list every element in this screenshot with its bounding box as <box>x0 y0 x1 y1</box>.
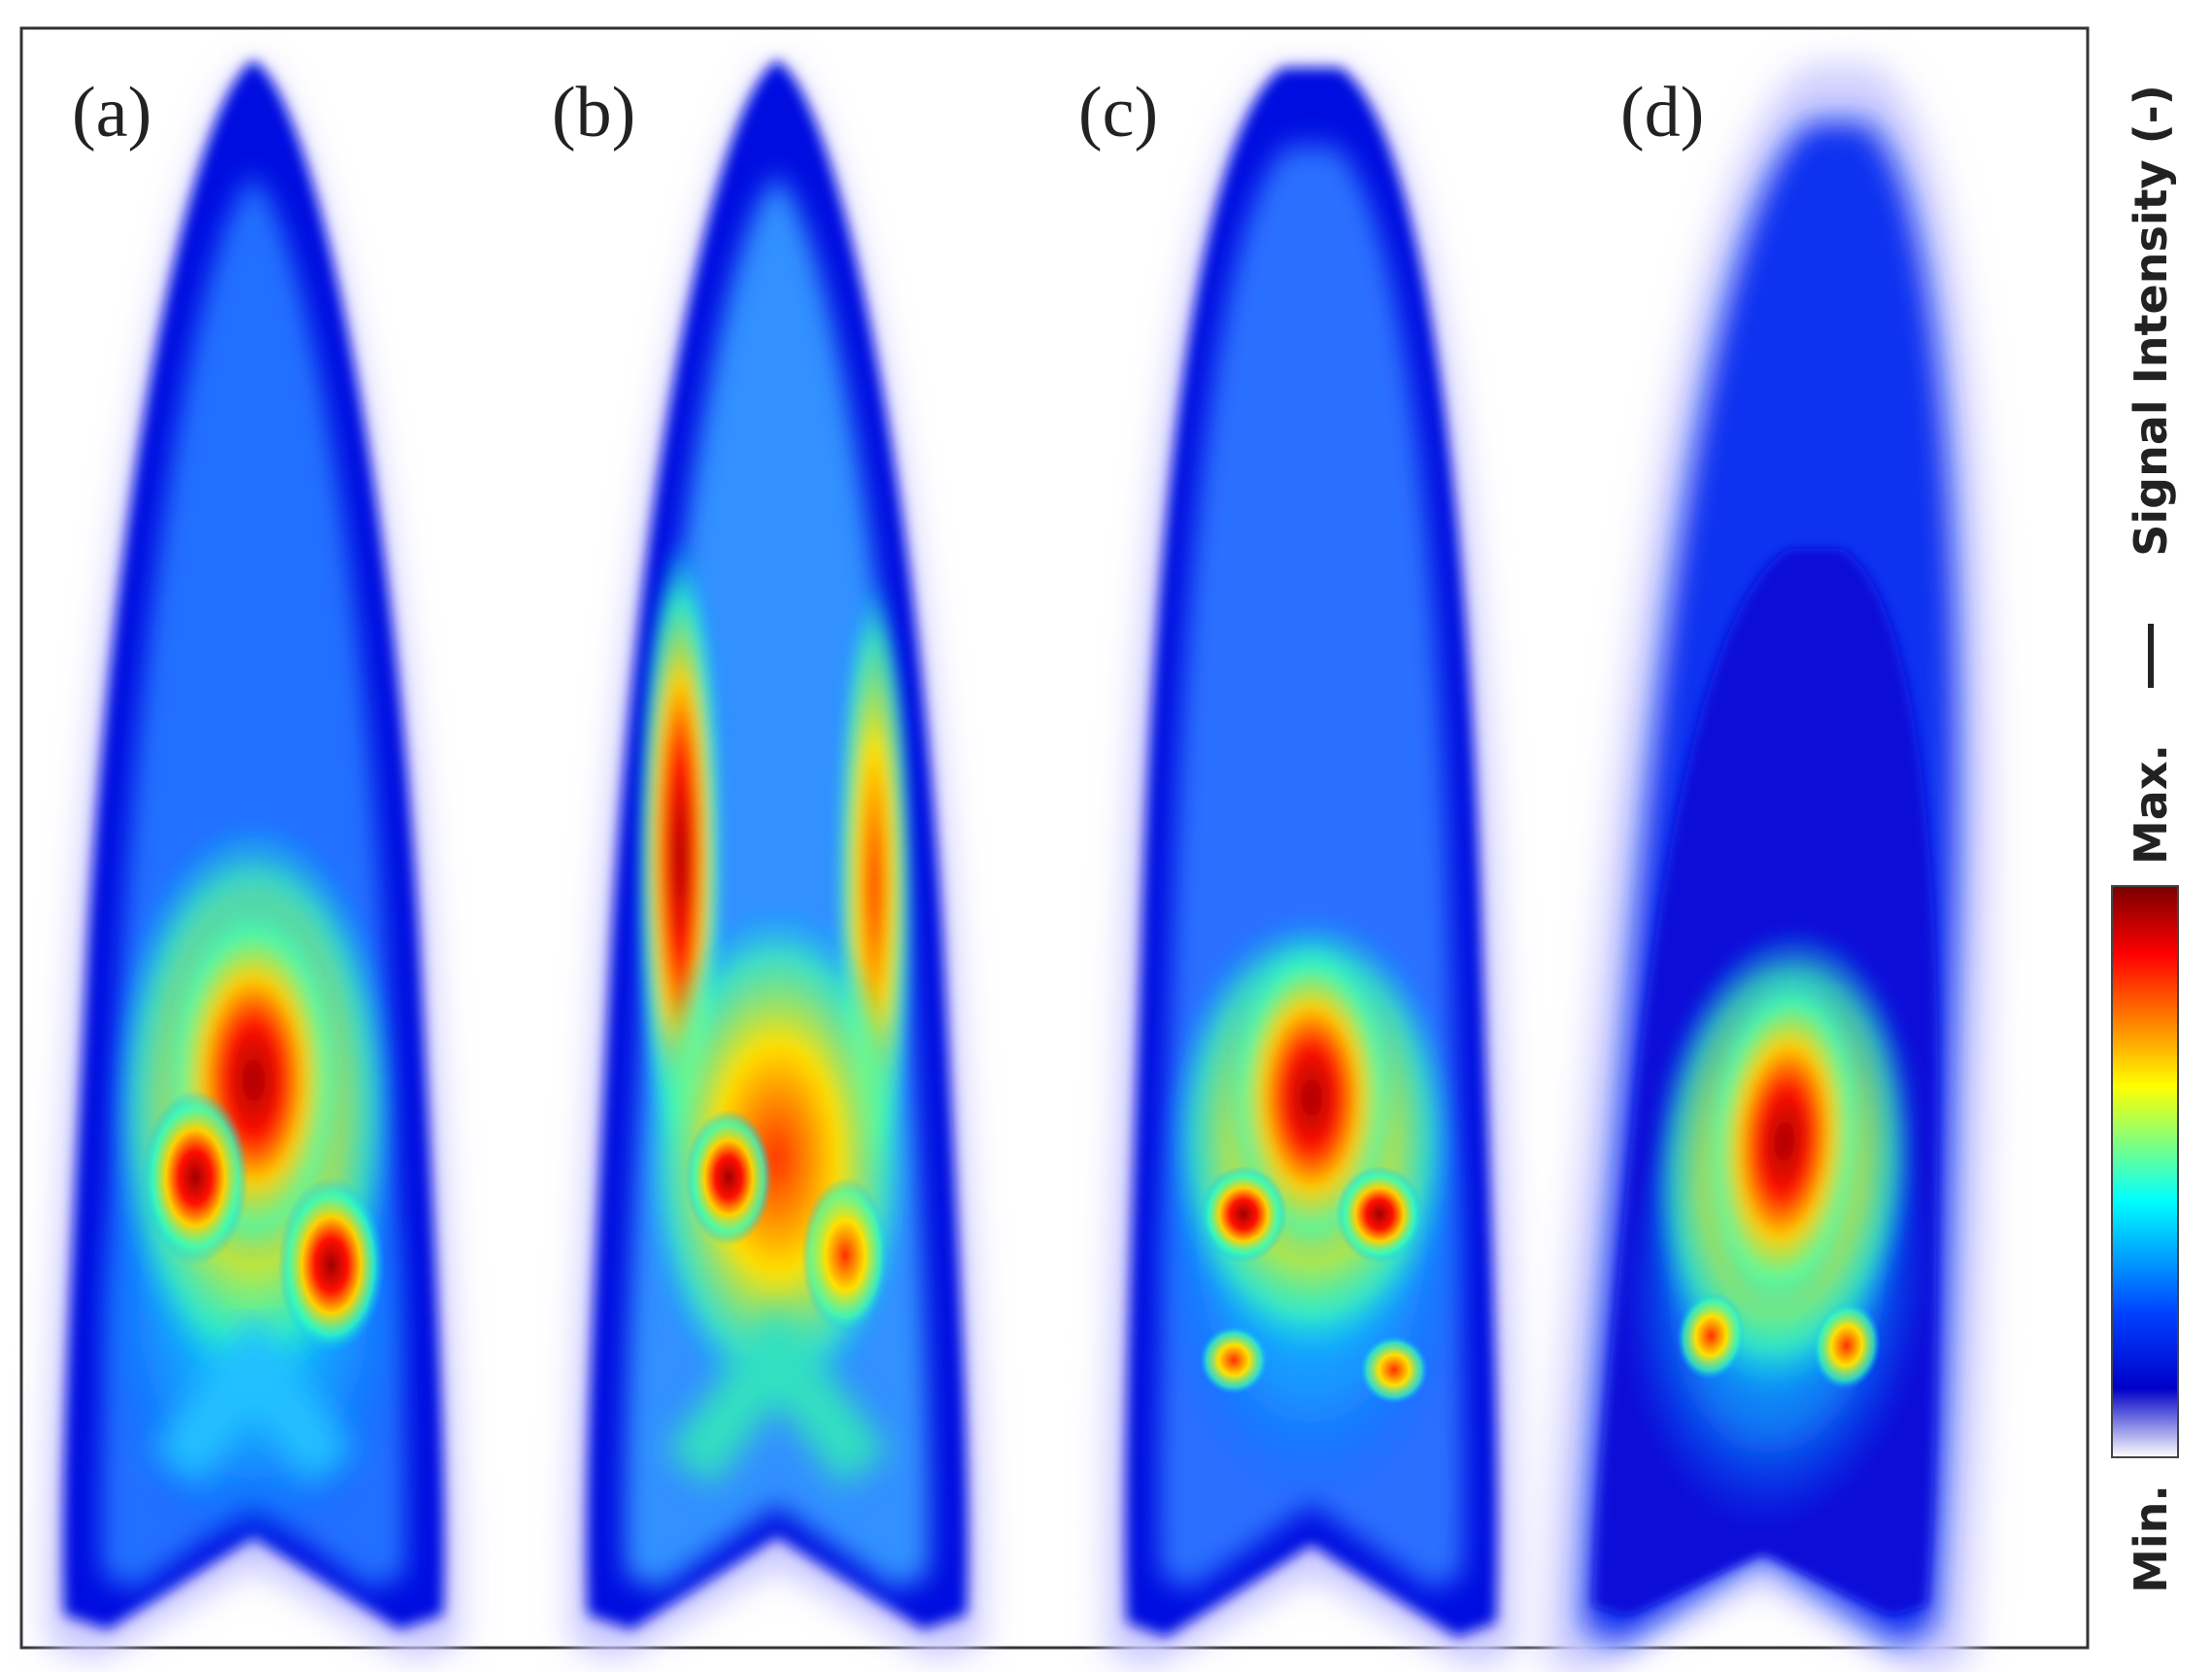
plume-a <box>48 60 459 1661</box>
panel-label: (a) <box>72 73 152 153</box>
panel-label: (d) <box>1620 73 1704 153</box>
plume-d <box>1542 63 2056 1672</box>
colorbar <box>2111 885 2179 1458</box>
panel-label: (b) <box>552 73 635 153</box>
colorbar-title: Signal Intensity (-) <box>2125 85 2177 556</box>
panel-label: (c) <box>1078 73 1158 153</box>
plume-c <box>1106 68 1516 1669</box>
colorbar-max: Max. <box>2125 744 2177 865</box>
frame <box>19 26 2090 1650</box>
plume-b <box>571 60 983 1661</box>
colorbar-min: Min. <box>2125 1484 2177 1593</box>
